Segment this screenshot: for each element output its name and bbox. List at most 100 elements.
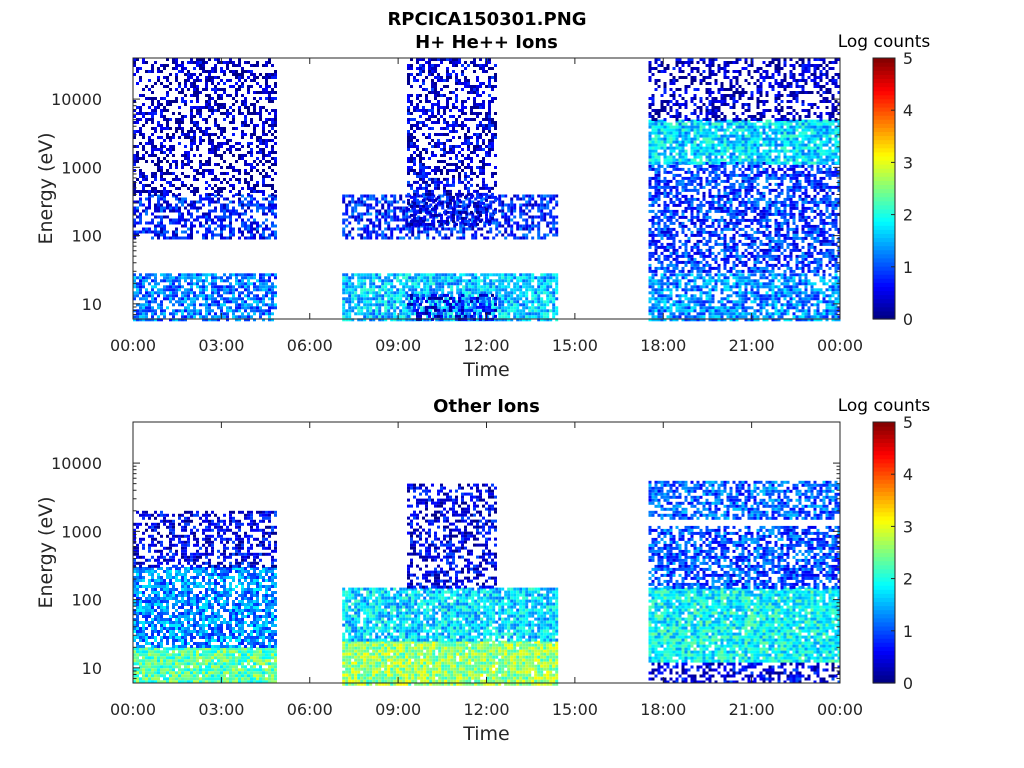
count-cell <box>474 230 478 234</box>
count-cell <box>196 282 199 286</box>
count-cell <box>419 169 422 172</box>
count-cell <box>190 115 193 118</box>
count-cell <box>402 276 406 280</box>
count-cell <box>443 210 446 214</box>
count-cell <box>428 177 431 181</box>
count-cell <box>504 315 508 319</box>
count-cell <box>226 166 229 169</box>
count-cell <box>440 58 443 61</box>
count-cell <box>351 212 355 216</box>
count-cell <box>151 187 154 190</box>
count-cell <box>654 300 658 304</box>
count-cell <box>214 184 217 187</box>
count-cell <box>384 294 388 298</box>
count-cell <box>435 215 439 219</box>
count-cell <box>714 309 718 313</box>
count-cell <box>504 236 508 240</box>
count-cell <box>413 157 416 160</box>
count-cell <box>443 94 446 97</box>
count-cell <box>235 306 238 310</box>
count-cell <box>271 193 274 196</box>
count-cell <box>660 276 664 280</box>
count-cell <box>741 297 745 301</box>
count-cell <box>133 224 136 228</box>
count-cell <box>214 58 217 61</box>
count-cell <box>265 118 268 121</box>
count-cell <box>166 91 169 94</box>
count-cell <box>214 315 217 319</box>
count-cell <box>486 230 490 234</box>
count-cell <box>450 212 454 216</box>
count-cell <box>440 213 443 217</box>
count-cell <box>181 118 184 121</box>
count-cell <box>768 294 772 298</box>
count-cell <box>241 285 244 289</box>
count-cell <box>181 291 184 295</box>
count-cell <box>184 221 187 225</box>
count-cell <box>139 218 142 222</box>
count-cell <box>750 291 754 295</box>
count-cell <box>247 273 250 277</box>
count-cell <box>232 315 235 319</box>
count-cell <box>467 219 470 223</box>
count-cell <box>247 315 250 319</box>
count-cell <box>360 197 364 201</box>
count-cell <box>220 127 223 130</box>
count-cell <box>443 121 446 124</box>
count-cell <box>375 312 379 316</box>
count-cell <box>543 315 547 319</box>
count-cell <box>363 279 367 283</box>
count-cell <box>187 273 190 277</box>
count-cell <box>375 309 379 313</box>
count-cell <box>235 160 238 163</box>
count-cell <box>223 88 226 91</box>
count-cell <box>459 227 463 231</box>
count-cell <box>232 73 235 76</box>
count-cell <box>428 118 431 121</box>
count-cell <box>172 221 175 225</box>
count-cell <box>657 318 661 322</box>
count-cell <box>491 100 494 103</box>
count-cell <box>238 282 241 286</box>
count-cell <box>241 282 244 286</box>
count-cell <box>678 279 682 283</box>
count-cell <box>470 177 473 181</box>
count-cell <box>184 230 187 234</box>
count-cell <box>151 181 154 184</box>
count-cell <box>181 97 184 100</box>
count-cell <box>268 73 271 76</box>
count-cell <box>462 236 466 240</box>
count-cell <box>190 76 193 79</box>
count-cell <box>262 151 265 154</box>
count-cell <box>169 273 172 277</box>
count-cell <box>467 314 470 318</box>
count-cell <box>407 314 410 318</box>
count-cell <box>202 64 205 67</box>
count-cell <box>410 213 413 217</box>
count-cell <box>223 91 226 94</box>
count-cell <box>684 312 688 316</box>
count-cell <box>735 276 739 280</box>
count-cell <box>447 279 451 283</box>
count-cell <box>175 76 178 79</box>
count-cell <box>169 218 172 222</box>
count-cell <box>193 67 196 70</box>
count-cell <box>235 297 238 301</box>
count-cell <box>471 200 475 204</box>
count-cell <box>708 318 712 322</box>
count-cell <box>435 276 439 280</box>
count-cell <box>411 276 415 280</box>
count-cell <box>434 76 437 79</box>
count-cell <box>274 112 277 115</box>
count-cell <box>190 303 193 307</box>
count-cell <box>262 300 265 304</box>
count-cell <box>184 82 187 85</box>
count-cell <box>444 227 448 231</box>
count-cell <box>489 288 493 292</box>
count-cell <box>494 172 497 175</box>
count-cell <box>142 227 145 231</box>
count-cell <box>256 294 259 298</box>
count-cell <box>145 227 148 231</box>
count-cell <box>476 139 479 142</box>
count-cell <box>681 276 685 280</box>
